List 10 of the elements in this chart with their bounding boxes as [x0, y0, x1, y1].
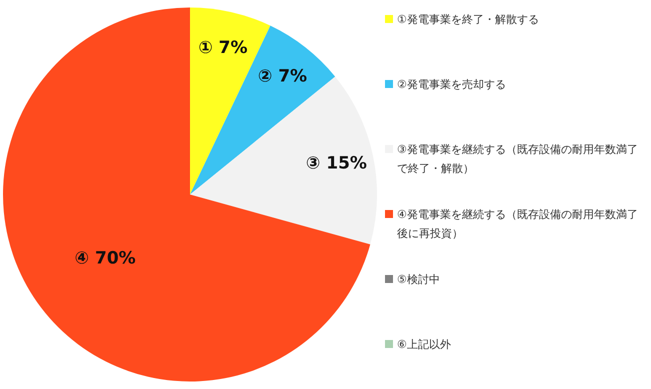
legend-label: ⑤検討中: [397, 272, 440, 288]
data-label: ② 7%: [258, 66, 308, 86]
data-label: ③ 15%: [306, 153, 367, 174]
legend-label: ③発電事業を継続する（既存設備の耐用年数満了で終了・解散）: [397, 142, 639, 177]
legend-label: ①発電事業を終了・解散する: [397, 12, 539, 28]
legend-label: ②発電事業を売却する: [397, 77, 506, 93]
data-label: ④ 70%: [74, 248, 136, 268]
data-label: ① 7%: [198, 38, 248, 58]
legend-label: ⑥上記以外: [397, 337, 451, 353]
legend-label: ④発電事業を継続する（既存設備の耐用年数満了後に再投資）: [397, 207, 639, 242]
